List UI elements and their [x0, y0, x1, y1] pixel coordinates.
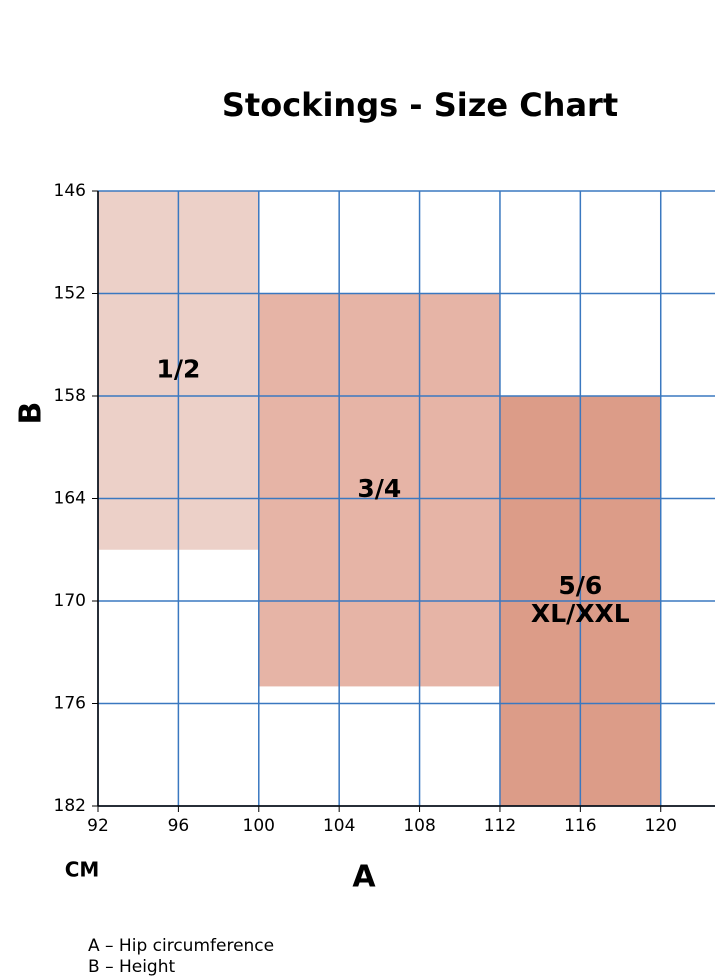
y-axis-label: B	[14, 402, 49, 425]
y-tick-label: 158	[54, 386, 86, 406]
note: A – Hip circumference	[88, 936, 274, 956]
x-tick-label: 100	[243, 816, 275, 836]
y-tick-label: 146	[54, 181, 86, 201]
x-tick-label: 112	[484, 816, 516, 836]
y-tick-label: 164	[54, 489, 86, 509]
region-label: 5/6	[558, 571, 602, 600]
size-region	[258, 293, 500, 687]
x-tick-label: 104	[323, 816, 355, 836]
x-axis-label: A	[352, 860, 376, 895]
chart-title: Stockings - Size Chart	[222, 86, 618, 124]
x-tick-label: 92	[87, 816, 109, 836]
y-tick-label: 182	[54, 796, 86, 816]
y-tick-label: 170	[54, 591, 86, 611]
x-tick-label: 116	[564, 816, 596, 836]
x-tick-label: 120	[645, 816, 677, 836]
note: B – Height	[88, 957, 176, 977]
y-tick-label: 176	[54, 694, 86, 714]
region-label: XL/XXL	[531, 599, 630, 628]
y-tick-label: 152	[54, 284, 86, 304]
x-tick-label: 96	[168, 816, 190, 836]
unit-label: CM	[65, 858, 100, 882]
x-tick-label: 108	[403, 816, 435, 836]
region-label: 3/4	[357, 474, 401, 503]
region-label: 1/2	[156, 354, 200, 383]
